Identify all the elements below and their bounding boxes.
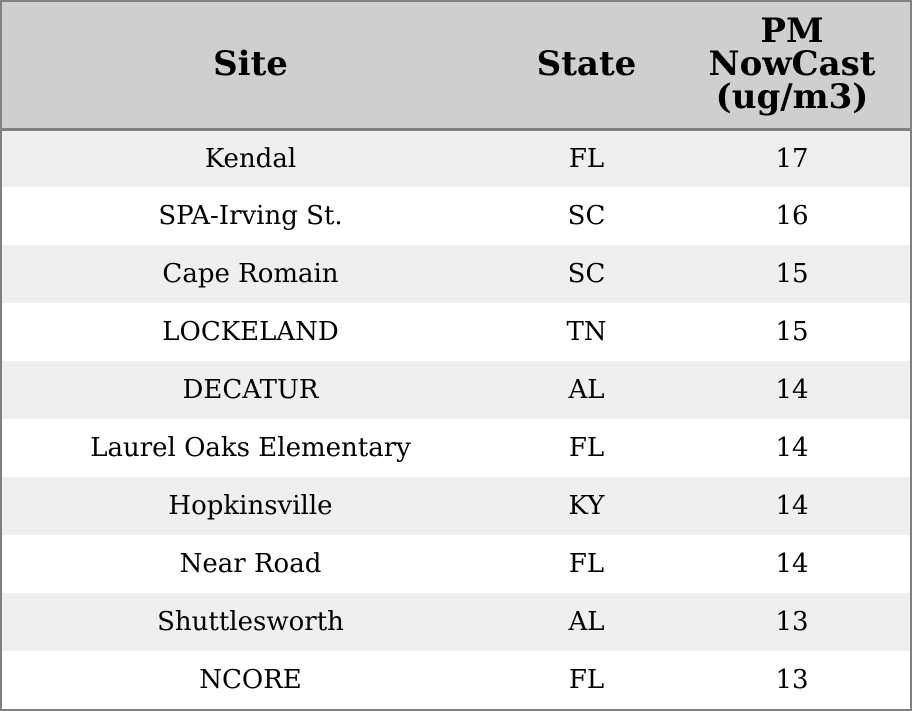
cell-state: KY [568, 491, 605, 521]
cell-state: SC [567, 201, 606, 231]
header-site: Site [2, 2, 499, 131]
cell-pm-nowcast: 13 [775, 607, 809, 637]
cell-site: Shuttlesworth [157, 607, 344, 637]
cell-site: NCORE [199, 665, 302, 695]
cell-site: Kendal [204, 143, 297, 174]
cell-pm-nowcast: 13 [775, 665, 809, 695]
table-body: Kendal FL 17 SPA-Irving St. SC 16 Cape Romain S… [2, 129, 910, 709]
cell-pm-nowcast: 14 [775, 375, 809, 405]
table-row: SPA-Irving St. SC 16 [2, 187, 910, 245]
header-pm-line-1: PM [760, 11, 824, 52]
header-row: Site State PM NowCast (ug/m3) [2, 2, 910, 131]
table-row: NCORE FL 13 [2, 651, 910, 709]
header-pm-line-2: NowCast [708, 44, 876, 85]
cell-pm-nowcast: 17 [775, 143, 809, 174]
table-row: Near Road FL 14 [2, 535, 910, 593]
header-site-label: Site [213, 44, 288, 85]
cell-site: Laurel Oaks Elementary [90, 433, 411, 463]
table-row: Kendal FL 17 [2, 129, 910, 187]
table-row: LOCKELAND TN 15 [2, 303, 910, 361]
cell-site: DECATUR [182, 375, 319, 405]
cell-state: FL [568, 549, 605, 579]
cell-site: Near Road [179, 549, 322, 579]
table-row: Shuttlesworth AL 13 [2, 593, 910, 651]
table-row: DECATUR AL 14 [2, 361, 910, 419]
cell-state: AL [568, 607, 605, 637]
header-pm-line-3: (ug/m3) [715, 77, 869, 118]
table-row: Hopkinsville KY 14 [2, 477, 910, 535]
cell-state: FL [568, 143, 605, 174]
cell-site: Hopkinsville [168, 491, 333, 521]
cell-state: FL [568, 665, 605, 695]
cell-pm-nowcast: 14 [775, 491, 809, 521]
header-state-label: State [536, 44, 637, 85]
cell-site: Cape Romain [162, 259, 339, 289]
cell-pm-nowcast: 16 [775, 201, 809, 231]
header-state: State [499, 2, 674, 131]
cell-state: SC [567, 259, 606, 289]
cell-state: TN [566, 317, 607, 347]
table-row: Laurel Oaks Elementary FL 14 [2, 419, 910, 477]
cell-site: SPA-Irving St. [158, 201, 343, 231]
table-header: Site State PM NowCast (ug/m3) [2, 2, 910, 131]
header-pm-nowcast: PM NowCast (ug/m3) [674, 2, 910, 131]
cell-site: LOCKELAND [162, 317, 339, 347]
table-row: Cape Romain SC 15 [2, 245, 910, 303]
cell-pm-nowcast: 14 [775, 549, 809, 579]
cell-pm-nowcast: 15 [775, 317, 809, 347]
cell-pm-nowcast: 15 [775, 259, 809, 289]
cell-state: FL [568, 433, 605, 463]
cell-state: AL [568, 375, 605, 405]
cell-pm-nowcast: 14 [775, 433, 809, 463]
